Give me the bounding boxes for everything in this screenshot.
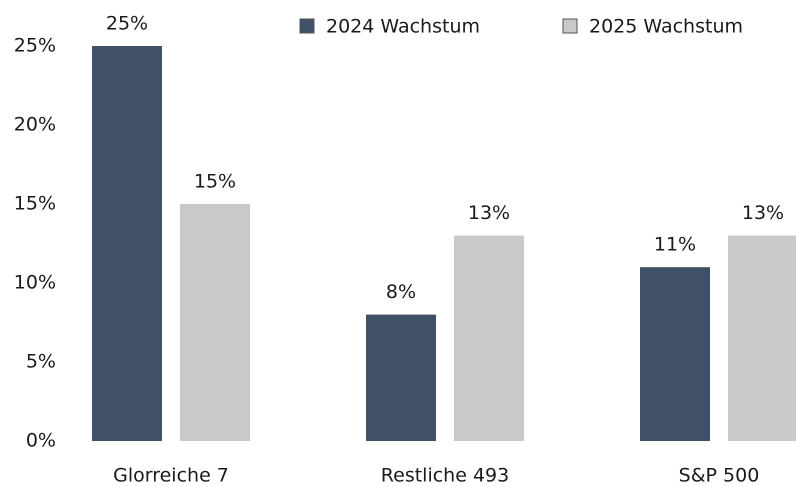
y-tick-label: 15% bbox=[14, 193, 56, 215]
legend-swatch bbox=[299, 18, 315, 34]
y-tick-label: 20% bbox=[14, 114, 56, 136]
bar bbox=[454, 235, 524, 441]
value-label: 13% bbox=[742, 202, 784, 224]
y-tick-label: 25% bbox=[14, 35, 56, 57]
y-tick-label: 0% bbox=[26, 430, 56, 452]
y-tick-label: 10% bbox=[14, 272, 56, 294]
x-tick-label: Restliche 493 bbox=[381, 465, 509, 487]
value-label: 8% bbox=[386, 281, 416, 303]
legend-label: 2025 Wachstum bbox=[589, 16, 743, 38]
y-tick-label: 5% bbox=[26, 351, 56, 373]
bar bbox=[728, 235, 796, 441]
value-label: 25% bbox=[106, 13, 148, 35]
bar bbox=[180, 204, 250, 441]
value-label: 13% bbox=[468, 202, 510, 224]
value-label: 15% bbox=[194, 171, 236, 193]
bar bbox=[366, 314, 436, 441]
bar bbox=[92, 46, 162, 441]
legend-label: 2024 Wachstum bbox=[326, 16, 480, 38]
bar bbox=[640, 267, 710, 441]
x-tick-label: Glorreiche 7 bbox=[113, 465, 229, 487]
value-label: 11% bbox=[654, 234, 696, 256]
legend-swatch bbox=[562, 18, 578, 34]
x-tick-label: S&P 500 bbox=[679, 465, 760, 487]
